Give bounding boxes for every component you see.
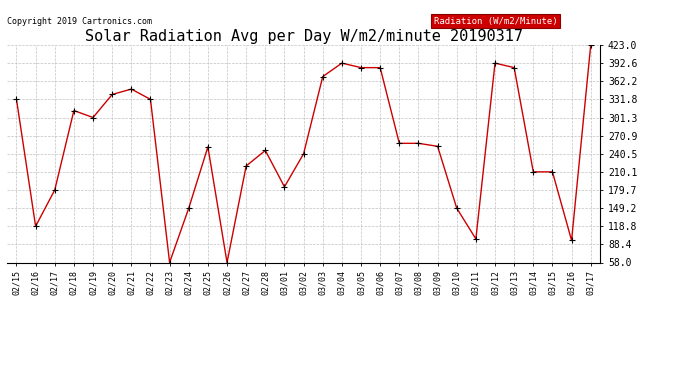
Text: Copyright 2019 Cartronics.com: Copyright 2019 Cartronics.com <box>7 17 152 26</box>
Title: Solar Radiation Avg per Day W/m2/minute 20190317: Solar Radiation Avg per Day W/m2/minute … <box>85 29 522 44</box>
Text: Radiation (W/m2/Minute): Radiation (W/m2/Minute) <box>434 17 558 26</box>
